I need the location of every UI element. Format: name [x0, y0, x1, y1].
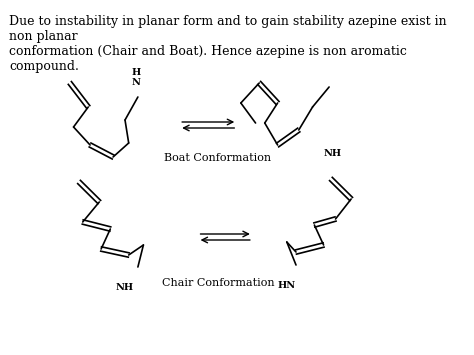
Text: Chair Conformation: Chair Conformation — [162, 278, 274, 288]
Text: Boat Conformation: Boat Conformation — [164, 153, 272, 163]
Text: H
N: H N — [131, 67, 141, 87]
Text: NH: NH — [324, 148, 342, 158]
Text: HN: HN — [278, 280, 296, 289]
Text: NH: NH — [116, 283, 134, 291]
Text: Due to instability in planar form and to gain stability azepine exist in non pla: Due to instability in planar form and to… — [9, 15, 447, 73]
